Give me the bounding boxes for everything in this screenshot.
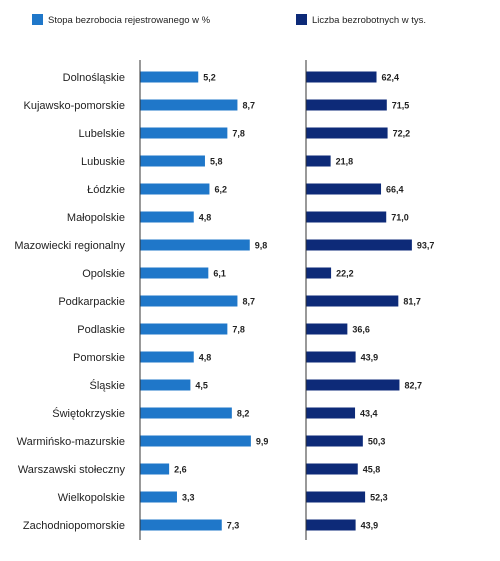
- category-label: Podkarpackie: [58, 296, 125, 308]
- legend-label-1: Stopa bezrobocia rejestrowanego w %: [48, 15, 211, 26]
- value-label-series1: 8,7: [242, 101, 255, 111]
- category-label: Świętokrzyskie: [52, 407, 125, 420]
- category-label: Warmińsko-mazurskie: [17, 436, 125, 448]
- bar-series1: [140, 519, 222, 531]
- category-label: Kujawsko-pomorskie: [24, 100, 125, 112]
- value-label-series2: 82,7: [404, 381, 422, 391]
- bar-series2: [306, 267, 332, 279]
- bar-series1: [140, 435, 251, 447]
- bar-series1: [140, 295, 238, 307]
- category-label: Pomorskie: [73, 352, 125, 364]
- legend-swatch-2: [296, 14, 307, 25]
- value-label-series2: 71,0: [391, 213, 409, 223]
- bar-series1: [140, 183, 210, 195]
- bar-series2: [306, 211, 387, 223]
- value-label-series1: 3,3: [182, 493, 195, 503]
- category-label: Dolnośląskie: [63, 72, 125, 84]
- value-label-series2: 43,9: [361, 521, 379, 531]
- bar-series1: [140, 351, 194, 363]
- bar-series2: [306, 323, 348, 335]
- bar-series1: [140, 239, 250, 251]
- bar-series1: [140, 127, 228, 139]
- value-label-series1: 9,9: [256, 437, 269, 447]
- value-label-series2: 72,2: [393, 129, 411, 139]
- category-label: Wielkopolskie: [58, 492, 125, 504]
- value-label-series1: 7,8: [232, 325, 245, 335]
- bar-series2: [306, 379, 400, 391]
- bar-series1: [140, 155, 205, 167]
- bar-series2: [306, 491, 366, 503]
- value-label-series2: 45,8: [363, 465, 381, 475]
- value-label-series2: 62,4: [382, 73, 400, 83]
- bar-series2: [306, 99, 387, 111]
- legend-label-2: Liczba bezrobotnych w tys.: [312, 15, 426, 26]
- value-label-series1: 6,2: [214, 185, 227, 195]
- category-label: Opolskie: [82, 268, 125, 280]
- bar-series1: [140, 323, 228, 335]
- value-label-series1: 4,8: [199, 213, 212, 223]
- value-label-series2: 50,3: [368, 437, 386, 447]
- value-label-series1: 9,8: [255, 241, 268, 251]
- category-label: Podlaskie: [77, 324, 125, 336]
- value-label-series1: 5,2: [203, 73, 216, 83]
- value-label-series1: 7,3: [227, 521, 240, 531]
- category-label: Warszawski stołeczny: [18, 464, 126, 476]
- bar-series1: [140, 463, 170, 475]
- value-label-series2: 36,6: [352, 325, 370, 335]
- value-label-series1: 8,2: [237, 409, 250, 419]
- bar-series2: [306, 183, 382, 195]
- bar-series1: [140, 267, 209, 279]
- category-label: Łódzkie: [87, 184, 125, 196]
- category-label: Śląskie: [90, 379, 125, 392]
- category-label: Mazowiecki regionalny: [14, 240, 125, 252]
- value-label-series2: 66,4: [386, 185, 404, 195]
- value-label-series1: 7,8: [232, 129, 245, 139]
- value-label-series1: 4,5: [195, 381, 208, 391]
- value-label-series1: 6,1: [213, 269, 226, 279]
- value-label-series1: 8,7: [242, 297, 255, 307]
- category-label: Małopolskie: [67, 212, 125, 224]
- value-label-series1: 5,8: [210, 157, 223, 167]
- bar-series1: [140, 491, 177, 503]
- value-label-series1: 4,8: [199, 353, 212, 363]
- value-label-series2: 52,3: [370, 493, 388, 503]
- bar-series2: [306, 519, 356, 531]
- bar-series1: [140, 379, 191, 391]
- bar-series1: [140, 211, 194, 223]
- value-label-series2: 93,7: [417, 241, 435, 251]
- bar-series1: [140, 407, 232, 419]
- bar-series1: [140, 71, 199, 83]
- value-label-series2: 43,4: [360, 409, 378, 419]
- value-label-series2: 21,8: [336, 157, 354, 167]
- bar-series2: [306, 71, 377, 83]
- category-label: Zachodniopomorskie: [23, 520, 125, 532]
- value-label-series2: 43,9: [361, 353, 379, 363]
- value-label-series2: 81,7: [403, 297, 421, 307]
- bar-series2: [306, 127, 388, 139]
- value-label-series1: 2,6: [174, 465, 187, 475]
- bar-series2: [306, 407, 356, 419]
- category-label: Lubuskie: [81, 156, 125, 168]
- bar-series2: [306, 351, 356, 363]
- bar-series2: [306, 155, 331, 167]
- bar-series2: [306, 435, 363, 447]
- value-label-series2: 22,2: [336, 269, 354, 279]
- bar-series2: [306, 295, 399, 307]
- legend-swatch-1: [32, 14, 43, 25]
- category-label: Lubelskie: [79, 128, 125, 140]
- bar-series1: [140, 99, 238, 111]
- value-label-series2: 71,5: [392, 101, 410, 111]
- bar-series2: [306, 463, 358, 475]
- bar-series2: [306, 239, 412, 251]
